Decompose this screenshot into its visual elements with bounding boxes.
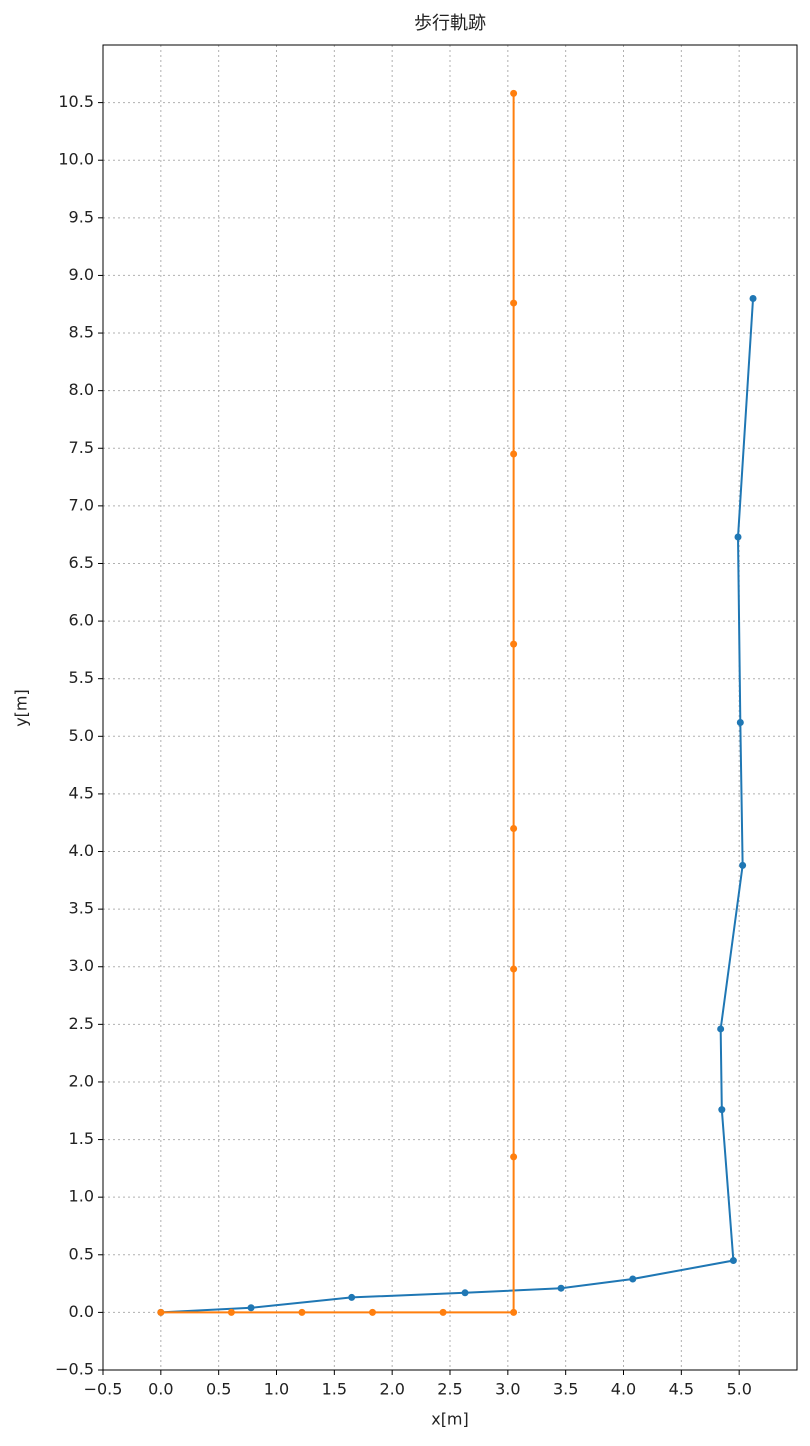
point — [348, 1293, 356, 1301]
point — [510, 1308, 518, 1316]
point — [734, 533, 742, 541]
x-tick-label: 2.5 — [437, 1380, 462, 1399]
plot-frame — [102, 44, 798, 1371]
y-tick-label: 9.0 — [69, 265, 94, 284]
y-tick-label: 10.0 — [58, 150, 94, 169]
x-tick-label: 2.0 — [379, 1380, 404, 1399]
x-tick-label: 1.0 — [264, 1380, 289, 1399]
point — [227, 1308, 235, 1316]
y-tick-label: 6.0 — [69, 611, 94, 630]
x-tick-label: 0.5 — [206, 1380, 231, 1399]
y-tick-label: 2.0 — [69, 1071, 94, 1090]
y-tick-label: 4.0 — [69, 841, 94, 860]
x-axis-label: x[m] — [431, 1410, 469, 1429]
point — [369, 1308, 377, 1316]
y-tick-label: 7.5 — [69, 438, 94, 457]
y-tick-label: 5.0 — [69, 726, 94, 745]
x-tick-label: 3.0 — [495, 1380, 520, 1399]
point — [510, 299, 518, 307]
y-tick-label: 3.0 — [69, 956, 94, 975]
point — [510, 450, 518, 458]
y-tick-label: −0.5 — [55, 1360, 94, 1379]
point — [298, 1308, 306, 1316]
point — [439, 1308, 447, 1316]
x-tick-label: 5.0 — [726, 1380, 751, 1399]
y-tick-label: 0.5 — [69, 1244, 94, 1263]
point — [510, 640, 518, 648]
y-tick-label: 1.0 — [69, 1187, 94, 1206]
y-tick-label: 3.5 — [69, 899, 94, 918]
point — [718, 1106, 726, 1114]
series-line — [160, 298, 755, 1314]
y-tick-label: 9.5 — [69, 207, 94, 226]
y-tick-label: 1.5 — [69, 1129, 94, 1148]
x-tick-label: −0.5 — [84, 1380, 123, 1399]
chart-title: 歩行軌跡 — [414, 13, 486, 34]
point — [736, 718, 744, 726]
y-tick-label: 6.5 — [69, 553, 94, 572]
point — [749, 294, 757, 302]
point — [157, 1308, 165, 1316]
y-tick-label: 8.5 — [69, 323, 94, 342]
point — [629, 1275, 637, 1283]
y-axis-label: y[m] — [12, 689, 31, 727]
y-tick-label: 4.5 — [69, 783, 94, 802]
y-tick-label: 10.5 — [58, 92, 94, 111]
point — [717, 1025, 725, 1033]
series-line — [160, 93, 515, 1314]
point — [510, 1153, 518, 1161]
point — [510, 965, 518, 973]
x-tick-label: 4.0 — [611, 1380, 636, 1399]
point — [461, 1289, 469, 1297]
x-tick-label: 0.0 — [148, 1380, 173, 1399]
x-tick-label: 1.5 — [322, 1380, 347, 1399]
y-tick-label: 5.5 — [69, 668, 94, 687]
y-tick-label: 7.0 — [69, 495, 94, 514]
y-tick-label: 0.0 — [69, 1302, 94, 1321]
x-tick-label: 4.5 — [669, 1380, 694, 1399]
y-tick-label: 2.5 — [69, 1014, 94, 1033]
point — [510, 824, 518, 832]
point — [739, 861, 747, 869]
point — [247, 1304, 255, 1312]
y-tick-label: 8.0 — [69, 380, 94, 399]
point — [557, 1284, 565, 1292]
point — [729, 1257, 737, 1265]
point — [510, 89, 518, 97]
x-tick-label: 3.5 — [553, 1380, 578, 1399]
